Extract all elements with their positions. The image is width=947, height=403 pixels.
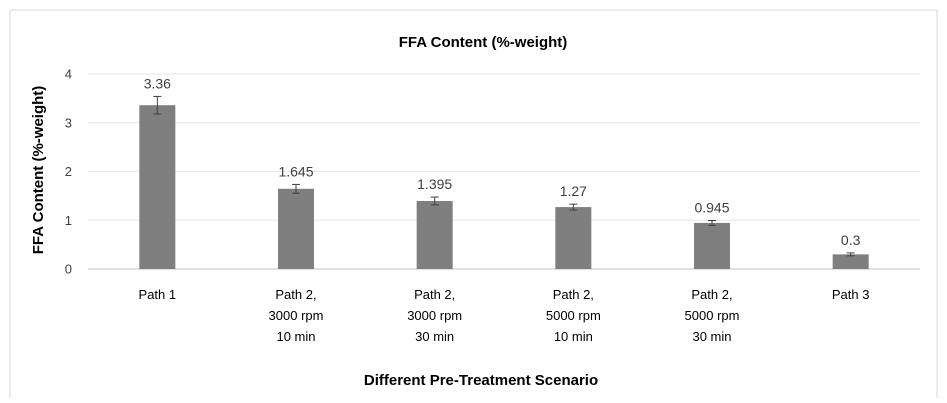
error-bar — [430, 196, 439, 206]
y-axis-title: FFA Content (%-weight) — [30, 86, 47, 255]
data-label: 0.3 — [841, 232, 861, 248]
x-category-label: Path 3 — [832, 287, 870, 302]
data-label: 0.945 — [694, 199, 729, 215]
x-category-label: Path 2, 3000 rpm 30 min — [407, 287, 462, 344]
error-bars — [153, 95, 855, 257]
x-category-label: Path 2, 3000 rpm 10 min — [269, 287, 324, 344]
y-tick-label: 2 — [65, 164, 72, 179]
error-bar — [292, 183, 300, 194]
chart-title: FFA Content (%-weight) — [399, 34, 568, 51]
y-tick-label: 0 — [65, 262, 72, 277]
data-label: 1.395 — [417, 176, 452, 192]
x-category-labels: Path 1 Path 2, 3000 rpm 10 min Path 2, 3000 r… — [139, 287, 870, 344]
error-bar — [153, 95, 162, 115]
x-category-label: Path 2, 5000 rpm 30 min — [685, 287, 740, 344]
bar — [139, 105, 176, 269]
y-tick-labels: 0 1 2 3 4 — [65, 67, 72, 277]
bar — [416, 200, 453, 269]
grid-layer — [88, 73, 920, 270]
bar — [694, 222, 730, 269]
error-bar — [846, 252, 855, 257]
bar — [278, 188, 314, 269]
y-tick-label: 3 — [65, 115, 72, 130]
data-label: 1.645 — [278, 163, 313, 179]
data-label: 3.36 — [144, 75, 171, 91]
x-category-label: Path 2, 5000 rpm 10 min — [546, 287, 601, 344]
data-labels: 3.36 1.645 1.395 1.27 0.945 0.3 — [144, 75, 861, 247]
error-bar — [708, 219, 716, 226]
bar — [555, 207, 592, 269]
y-tick-label: 4 — [65, 67, 72, 82]
bars — [139, 105, 869, 269]
x-axis-title: Different Pre-Treatment Scenario — [364, 372, 598, 389]
bar — [832, 254, 869, 269]
x-category-label: Path 1 — [139, 287, 177, 302]
data-label: 1.27 — [560, 183, 587, 199]
y-tick-label: 1 — [65, 213, 72, 228]
error-bar — [569, 203, 578, 211]
